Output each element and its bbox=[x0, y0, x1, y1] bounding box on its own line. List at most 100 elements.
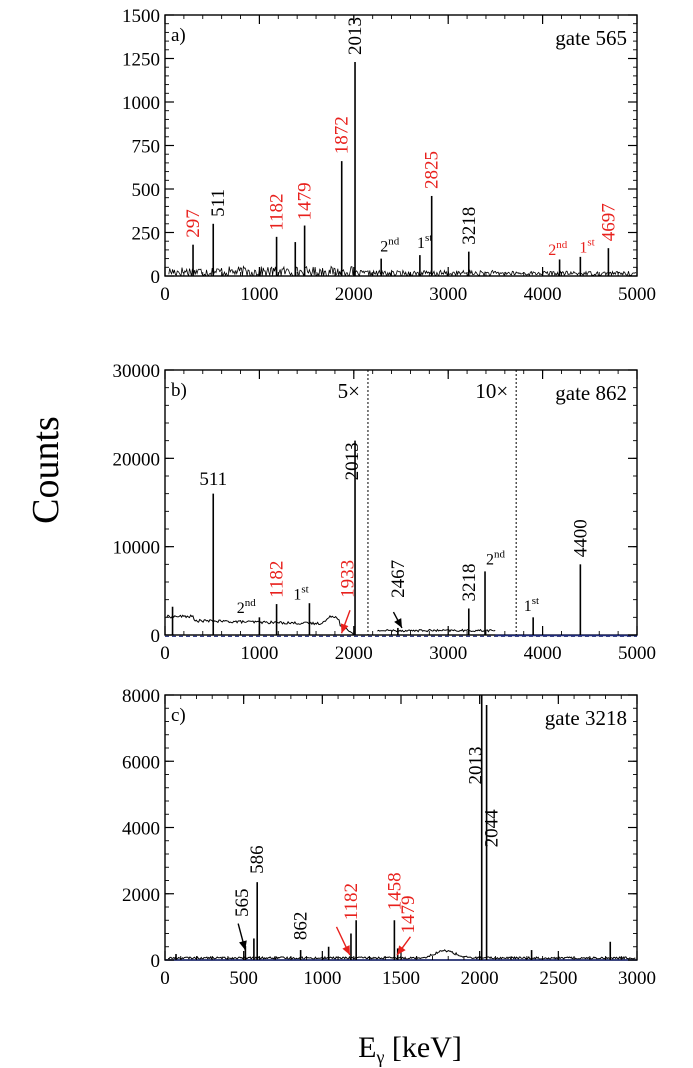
spectrum-trace-low bbox=[166, 614, 355, 635]
x-tick-label: 5000 bbox=[618, 284, 656, 305]
x-tick-label: 1500 bbox=[382, 968, 420, 989]
peak-label: 297 bbox=[183, 209, 204, 238]
y-tick-label: 0 bbox=[151, 951, 161, 972]
peak-label: 565 bbox=[232, 888, 253, 917]
x-tick-label: 1000 bbox=[303, 968, 341, 989]
peak-label: 2825 bbox=[422, 151, 443, 189]
order-label: 1st bbox=[293, 584, 308, 604]
x-axis-title-main: E bbox=[358, 1031, 376, 1064]
peak-label: 1479 bbox=[398, 896, 419, 934]
order-label: 2nd bbox=[548, 239, 568, 259]
y-tick-label: 10000 bbox=[113, 538, 161, 559]
x-axis-title: Eγ [keV] bbox=[358, 1031, 462, 1067]
order-number: 1 bbox=[579, 240, 587, 257]
x-tick-label: 500 bbox=[229, 968, 258, 989]
order-label: 2nd bbox=[486, 548, 506, 568]
x-tick-label: 3000 bbox=[429, 284, 467, 305]
y-tick-label: 1250 bbox=[122, 50, 160, 71]
panel-c: 0 500 1000 1500 2000 2500 3000 0 2000 4000 6000 800… bbox=[122, 686, 656, 989]
y-tick-label: 750 bbox=[132, 137, 161, 158]
peak-label: 3218 bbox=[459, 207, 480, 245]
peak-label: 3218 bbox=[459, 563, 480, 601]
x-tick-label: 3000 bbox=[618, 968, 656, 989]
annotation-arrowhead bbox=[397, 945, 406, 956]
order-number: 1 bbox=[417, 235, 425, 252]
x-tick-label: 3000 bbox=[429, 643, 467, 664]
peak-label: 4400 bbox=[570, 519, 591, 557]
peak-label: 1182 bbox=[341, 883, 362, 920]
y-tick-label: 0 bbox=[151, 267, 161, 288]
peak-label: 586 bbox=[247, 845, 268, 874]
y-tick-label: 1000 bbox=[122, 93, 160, 114]
order-label: 1st bbox=[579, 237, 594, 257]
x-tick-label: 2000 bbox=[461, 968, 499, 989]
spectrum-trace bbox=[168, 265, 637, 276]
x-tick-label: 1000 bbox=[240, 643, 278, 664]
order-suffix: nd bbox=[494, 548, 506, 560]
order-label: 1st bbox=[417, 232, 432, 252]
annotation-arrowhead bbox=[394, 618, 402, 628]
peak-label: 862 bbox=[291, 912, 312, 941]
order-label: 1st bbox=[524, 595, 539, 615]
order-label: 2nd bbox=[237, 597, 257, 617]
x-tick-label: 0 bbox=[160, 284, 170, 305]
y-tick-label: 250 bbox=[132, 224, 161, 245]
y-tick-label: 8000 bbox=[122, 686, 160, 707]
order-suffix: st bbox=[301, 584, 308, 596]
x-axis-title-sub: γ bbox=[375, 1047, 384, 1067]
order-suffix: st bbox=[587, 237, 594, 249]
y-tick-label: 0 bbox=[151, 626, 161, 647]
annotation-arrowhead bbox=[340, 623, 349, 634]
x-tick-label: 2500 bbox=[539, 968, 577, 989]
y-tick-label: 30000 bbox=[113, 361, 161, 382]
peak-label: 511 bbox=[199, 469, 227, 490]
x-tick-label: 2000 bbox=[335, 643, 373, 664]
x-tick-label: 1000 bbox=[240, 284, 278, 305]
panel-tag: c) bbox=[171, 705, 186, 726]
scale-factor-label: 10× bbox=[475, 379, 508, 403]
gate-label: gate 565 bbox=[555, 26, 627, 50]
panel-b: 0 1000 2000 3000 4000 5000 0 10000 20000 30000 5× 1… bbox=[113, 361, 657, 664]
x-tick-label: 4000 bbox=[524, 284, 562, 305]
x-tick-label: 2000 bbox=[335, 284, 373, 305]
y-tick-label: 6000 bbox=[122, 752, 160, 773]
y-tick-label: 500 bbox=[132, 180, 161, 201]
x-tick-label: 5000 bbox=[618, 643, 656, 664]
y-tick-label: 1500 bbox=[122, 6, 160, 27]
plot-frame bbox=[164, 369, 638, 636]
gate-label: gate 3218 bbox=[545, 706, 627, 730]
order-number: 2 bbox=[237, 600, 245, 617]
spectrum-trace-mid bbox=[377, 628, 496, 633]
y-tick-label: 2000 bbox=[122, 885, 160, 906]
order-suffix: nd bbox=[388, 236, 400, 248]
annotation-arrowhead bbox=[342, 945, 350, 956]
peak-label: 2013 bbox=[345, 17, 366, 55]
order-number: 1 bbox=[524, 598, 532, 615]
order-label: 2nd bbox=[380, 236, 400, 256]
gate-label: gate 862 bbox=[555, 381, 627, 405]
peak-label: 2013 bbox=[466, 746, 487, 784]
peak-label: 511 bbox=[208, 189, 229, 217]
plot-frame bbox=[164, 14, 638, 277]
order-suffix: nd bbox=[245, 597, 257, 609]
order-suffix: st bbox=[425, 232, 432, 244]
x-axis-title-unit: [keV] bbox=[384, 1031, 461, 1064]
panel-tag: a) bbox=[171, 25, 186, 46]
order-suffix: nd bbox=[556, 239, 568, 251]
peak-label: 2467 bbox=[388, 560, 409, 598]
scale-factor-label: 5× bbox=[338, 379, 360, 403]
peak-label: 4697 bbox=[598, 203, 619, 241]
y-axis-title: Counts bbox=[25, 416, 67, 524]
peak-label: 1182 bbox=[267, 561, 288, 598]
x-tick-label: 0 bbox=[160, 968, 170, 989]
y-tick-label: 20000 bbox=[113, 449, 161, 470]
peak-label: 1182 bbox=[267, 193, 288, 230]
peak-label: 1479 bbox=[295, 182, 316, 220]
y-tick-label: 4000 bbox=[122, 819, 160, 840]
order-number: 2 bbox=[486, 551, 494, 568]
peak-label: 1933 bbox=[337, 560, 358, 598]
panel-tag: b) bbox=[171, 380, 187, 401]
order-number: 1 bbox=[293, 587, 301, 604]
peak-label: 2044 bbox=[481, 809, 502, 848]
